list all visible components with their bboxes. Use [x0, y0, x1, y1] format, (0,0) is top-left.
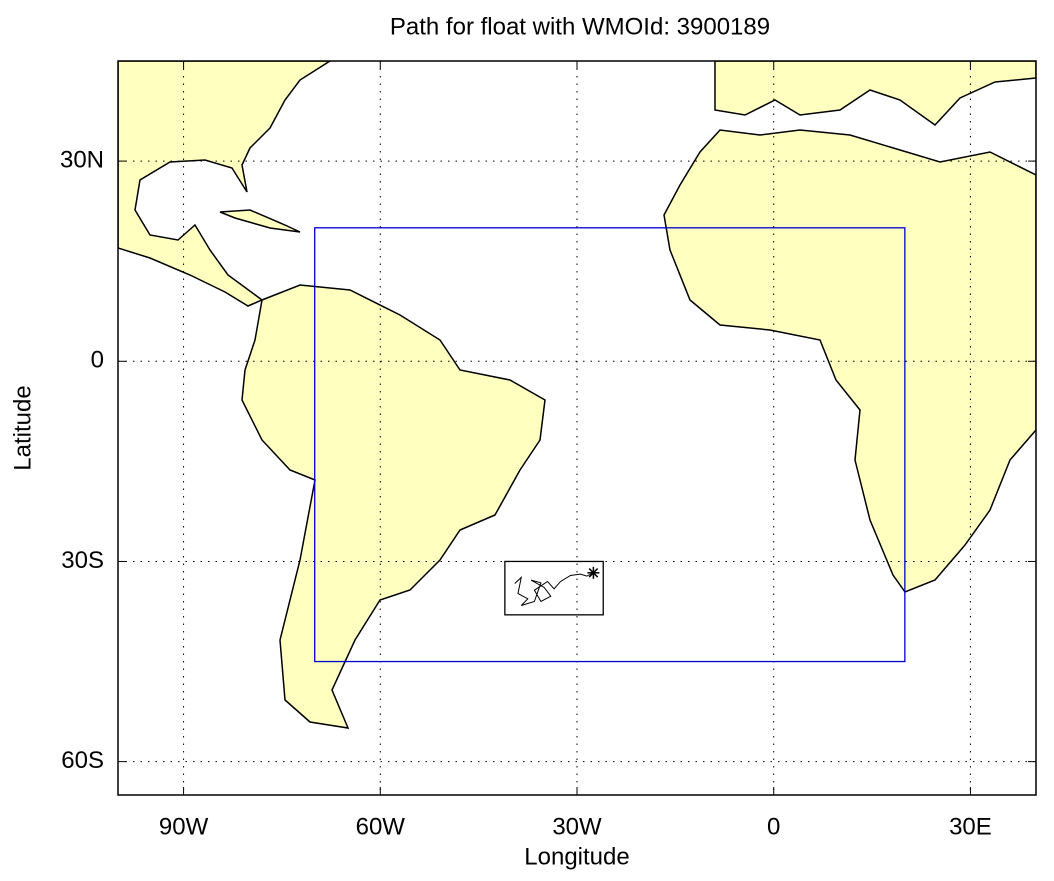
y-tick-label: 60S — [61, 747, 104, 774]
north-america — [118, 61, 332, 307]
x-tick-label: 60W — [356, 813, 406, 840]
y-axis-label: Latitude — [9, 385, 36, 470]
x-axis-label: Longitude — [524, 843, 629, 870]
float-path — [514, 572, 594, 606]
south-america — [241, 284, 546, 729]
cuba — [219, 209, 301, 233]
region-box — [314, 227, 906, 663]
y-tick-label: 0 — [91, 347, 104, 374]
y-tick-label: 30S — [61, 547, 104, 574]
land — [118, 61, 1036, 729]
float-box — [504, 560, 604, 616]
chart-title: Path for float with WMOId: 3900189 — [390, 13, 770, 40]
marker-stroke — [588, 568, 599, 578]
x-tick-label: 30W — [552, 813, 602, 840]
x-tick-label: 30E — [949, 813, 992, 840]
x-tick-label: 0 — [767, 813, 780, 840]
africa — [663, 129, 1036, 593]
float-end-marker — [587, 566, 600, 579]
europe — [714, 61, 1036, 126]
x-tick-label: 90W — [159, 813, 209, 840]
y-tick-label: 30N — [60, 146, 104, 173]
